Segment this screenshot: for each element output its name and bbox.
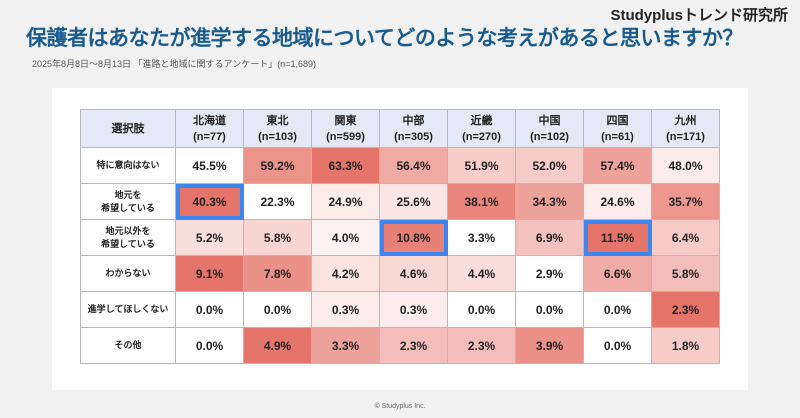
value-cell: 57.4%	[583, 147, 652, 184]
table-row: 地元を 希望している 40.3% 22.3% 24.9% 25.6% 38.1% 34.3% 2…	[80, 183, 720, 220]
row-label: 特に意向はない	[80, 147, 176, 184]
value-cell: 45.5%	[175, 147, 244, 184]
region-name: 北海道	[193, 114, 226, 127]
sample-size: (n=102)	[530, 130, 569, 143]
header-row: 選択肢 北海道 (n=77) 東北 (n=103) 関東 (n=599) 中部 (n=305)…	[80, 109, 720, 148]
value-cell: 35.7%	[651, 183, 720, 220]
value-cell: 2.3%	[651, 291, 720, 328]
value-cell: 51.9%	[447, 147, 516, 184]
value-cell: 24.6%	[583, 183, 652, 220]
sample-size: (n=270)	[462, 130, 501, 143]
value-cell: 0.3%	[379, 291, 448, 328]
value-cell: 4.2%	[311, 255, 380, 292]
region-name: 近畿	[470, 114, 493, 127]
value-cell: 4.0%	[311, 219, 380, 256]
table-row: 特に意向はない 45.5% 59.2% 63.3% 56.4% 51.9% 52.0% 57.…	[80, 147, 720, 184]
sample-size: (n=599)	[326, 130, 365, 143]
value-cell: 6.4%	[651, 219, 720, 256]
value-cell: 4.9%	[243, 327, 312, 364]
value-cell: 48.0%	[651, 147, 720, 184]
value-cell: 40.3%	[175, 183, 244, 220]
column-header-0: 北海道 (n=77)	[175, 109, 244, 148]
value-cell: 3.3%	[447, 219, 516, 256]
value-cell: 0.0%	[243, 291, 312, 328]
value-cell: 2.3%	[447, 327, 516, 364]
value-cell: 0.0%	[175, 327, 244, 364]
value-cell: 34.3%	[515, 183, 584, 220]
value-cell: 24.9%	[311, 183, 380, 220]
region-name: 中部	[402, 114, 425, 127]
value-cell: 1.8%	[651, 327, 720, 364]
value-cell: 2.3%	[379, 327, 448, 364]
value-cell: 0.0%	[583, 291, 652, 328]
row-label: その他	[80, 327, 176, 364]
brand-logo: Studyplusトレンド研究所	[610, 7, 788, 24]
value-cell: 6.9%	[515, 219, 584, 256]
heatmap-table: 選択肢 北海道 (n=77) 東北 (n=103) 関東 (n=599) 中部 (n=305)…	[80, 109, 720, 364]
value-cell: 10.8%	[379, 219, 448, 256]
value-cell: 5.2%	[175, 219, 244, 256]
column-header-7: 九州 (n=171)	[651, 109, 720, 148]
value-cell: 2.9%	[515, 255, 584, 292]
value-cell: 6.6%	[583, 255, 652, 292]
value-cell: 0.0%	[447, 291, 516, 328]
value-cell: 52.0%	[515, 147, 584, 184]
value-cell: 63.3%	[311, 147, 380, 184]
copyright: © Studyplus Inc.	[374, 403, 426, 410]
column-header-3: 中部 (n=305)	[379, 109, 448, 148]
sample-size: (n=305)	[394, 130, 433, 143]
column-header-1: 東北 (n=103)	[243, 109, 312, 148]
column-header-4: 近畿 (n=270)	[447, 109, 516, 148]
value-cell: 0.0%	[515, 291, 584, 328]
value-cell: 3.9%	[515, 327, 584, 364]
value-cell: 0.0%	[175, 291, 244, 328]
region-name: 関東	[334, 114, 357, 127]
value-cell: 5.8%	[651, 255, 720, 292]
table-row: その他 0.0% 4.9% 3.3% 2.3% 2.3% 3.9% 0.0% 1.8%	[80, 327, 720, 364]
row-label: わからない	[80, 255, 176, 292]
region-name: 九州	[674, 114, 697, 127]
region-name: 四国	[606, 114, 629, 127]
table-row: 地元以外を 希望している 5.2% 5.8% 4.0% 10.8% 3.3% 6.9% 11.5…	[80, 219, 720, 256]
value-cell: 4.4%	[447, 255, 516, 292]
value-cell: 38.1%	[447, 183, 516, 220]
page-title: 保護者はあなたが進学する地域についてどのような考えがあると思いますか？	[26, 27, 743, 50]
survey-subtitle: 2025年8月8日～8月13日 「進路と地域に関するアンケート」(n=1,689…	[32, 59, 316, 69]
region-name: 東北	[266, 114, 289, 127]
sample-size: (n=103)	[258, 130, 297, 143]
value-cell: 25.6%	[379, 183, 448, 220]
value-cell: 9.1%	[175, 255, 244, 292]
value-cell: 7.8%	[243, 255, 312, 292]
row-label: 地元以外を 希望している	[80, 219, 176, 256]
value-cell: 0.0%	[583, 327, 652, 364]
table-row: 進学してほしくない 0.0% 0.0% 0.3% 0.3% 0.0% 0.0% 0.0% 2.3…	[80, 291, 720, 328]
value-cell: 56.4%	[379, 147, 448, 184]
value-cell: 3.3%	[311, 327, 380, 364]
row-label: 進学してほしくない	[80, 291, 176, 328]
column-header-6: 四国 (n=61)	[583, 109, 652, 148]
value-cell: 4.6%	[379, 255, 448, 292]
value-cell: 5.8%	[243, 219, 312, 256]
value-cell: 11.5%	[583, 219, 652, 256]
sample-size: (n=77)	[193, 130, 226, 143]
sample-size: (n=171)	[666, 130, 705, 143]
column-header-5: 中国 (n=102)	[515, 109, 584, 148]
header-corner: 選択肢	[80, 109, 176, 148]
table-row: わからない 9.1% 7.8% 4.2% 4.6% 4.4% 2.9% 6.6% 5.8%	[80, 255, 720, 292]
value-cell: 0.3%	[311, 291, 380, 328]
sample-size: (n=61)	[601, 130, 634, 143]
column-header-2: 関東 (n=599)	[311, 109, 380, 148]
value-cell: 59.2%	[243, 147, 312, 184]
region-name: 中国	[538, 114, 561, 127]
value-cell: 22.3%	[243, 183, 312, 220]
row-label: 地元を 希望している	[80, 183, 176, 220]
